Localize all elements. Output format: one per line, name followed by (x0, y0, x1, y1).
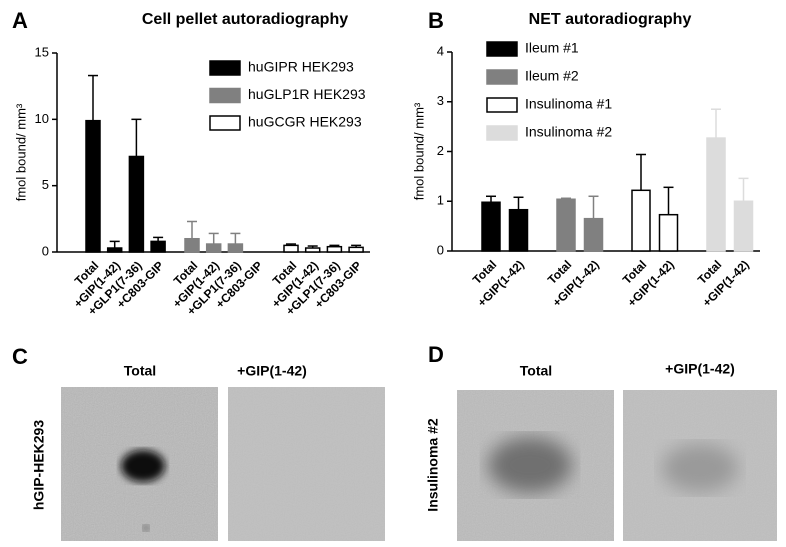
error-bar (230, 232, 241, 245)
column-header: +GIP(1-42) (665, 361, 735, 377)
panel-label: A (12, 8, 28, 33)
legend-label: huGLP1R HEK293 (248, 86, 366, 102)
chart-title: NET autoradiography (529, 11, 692, 28)
bar (205, 243, 222, 253)
error-bar (153, 236, 164, 242)
y-axis-label: fmol bound/ mm³ (13, 103, 28, 201)
error-bar (636, 153, 646, 191)
image-c-total (61, 387, 218, 541)
y-tick-label: 4 (437, 43, 444, 58)
bar (348, 246, 364, 253)
panel-label: D (428, 342, 444, 367)
panel-label: B (428, 8, 444, 33)
error-bar (588, 195, 599, 219)
bar (508, 208, 529, 252)
bar (631, 189, 651, 252)
bar (706, 137, 726, 252)
legend-label: huGIPR HEK293 (248, 59, 354, 75)
image-d-gip (623, 390, 777, 541)
bar (733, 200, 754, 252)
column-header: Total (520, 363, 552, 379)
error-bar (307, 245, 318, 249)
bar (326, 245, 343, 253)
error-bar (561, 197, 571, 200)
legend-label: Insulinoma #1 (525, 96, 612, 112)
legend-swatch (486, 69, 518, 85)
legend-label: Insulinoma #2 (525, 124, 612, 140)
bar (128, 155, 145, 253)
column-header: Total (124, 363, 156, 379)
bar (227, 243, 244, 253)
y-tick-label: 1 (437, 193, 444, 208)
y-tick-label: 10 (35, 111, 49, 126)
error-bar (286, 243, 296, 246)
y-axis-label: fmol bound/ mm³ (411, 102, 426, 200)
error-bar (711, 108, 721, 139)
bar (556, 198, 576, 252)
row-label: Insulinoma #2 (425, 418, 441, 512)
error-bar (109, 240, 120, 249)
error-bar (486, 195, 496, 203)
y-tick-label: 3 (437, 93, 444, 108)
legend-swatch (209, 115, 241, 131)
legend-swatch (209, 87, 241, 104)
panel-label: C (12, 344, 28, 369)
error-bar (351, 244, 362, 248)
chart-title: Cell pellet autoradiography (142, 11, 348, 28)
error-bar (88, 74, 98, 121)
error-bar (187, 220, 197, 239)
y-tick-label: 5 (42, 177, 49, 192)
bar (283, 244, 299, 253)
bar (658, 213, 679, 252)
error-bar (131, 118, 142, 157)
legend-swatch (486, 97, 518, 113)
bar (304, 247, 321, 253)
error-bar (208, 232, 219, 245)
error-bar (513, 196, 524, 210)
y-tick-label: 0 (42, 243, 49, 258)
legend-label: huGCGR HEK293 (248, 114, 362, 130)
y-tick-label: 0 (437, 242, 444, 257)
bar (583, 217, 604, 252)
legend-swatch (486, 41, 518, 57)
y-tick-label: 15 (35, 44, 49, 59)
error-bar (663, 186, 674, 215)
legend-swatch (486, 125, 518, 141)
legend-label: Ileum #2 (525, 68, 579, 84)
bar (106, 247, 123, 253)
y-tick-label: 2 (437, 143, 444, 158)
row-label: hGIP-HEK293 (31, 420, 47, 510)
image-c-gip (228, 387, 385, 541)
error-bar (329, 244, 340, 247)
column-header: +GIP(1-42) (237, 363, 307, 379)
bar (184, 237, 200, 253)
legend-swatch (209, 60, 241, 76)
bar (150, 240, 166, 253)
error-bar (738, 177, 749, 202)
bar (85, 119, 101, 253)
bar (481, 201, 501, 252)
legend-label: Ileum #1 (525, 40, 579, 56)
image-d-total (457, 390, 614, 541)
